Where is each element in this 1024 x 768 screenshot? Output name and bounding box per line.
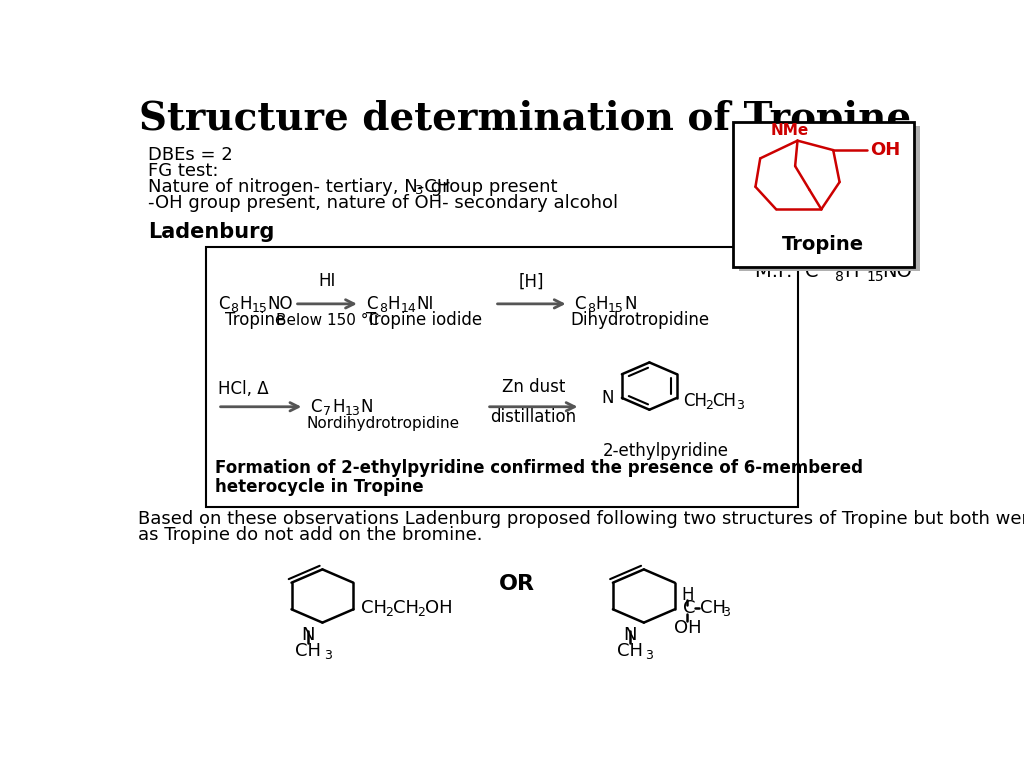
Text: 8: 8 [230,302,239,315]
Text: H: H [332,398,344,415]
Text: CH: CH [393,599,419,617]
Text: as Tropine do not add on the bromine.: as Tropine do not add on the bromine. [137,526,482,544]
Text: FG test:: FG test: [147,162,218,180]
Text: 15: 15 [866,270,884,283]
Text: Tropine iodide: Tropine iodide [367,312,482,329]
Text: 2: 2 [417,607,425,619]
Text: C: C [683,599,695,617]
Text: H: H [387,295,400,313]
Text: HCl, Δ: HCl, Δ [218,380,268,398]
Text: NO: NO [267,295,293,313]
Text: Zn dust: Zn dust [502,379,565,396]
Text: 2-ethylpyridine: 2-ethylpyridine [602,442,728,460]
Text: H: H [595,295,608,313]
Text: Tropine: Tropine [225,312,285,329]
Text: group present: group present [425,178,557,197]
Text: 8: 8 [587,302,595,315]
Text: M.F.  C: M.F. C [755,263,818,281]
Text: N: N [624,295,637,313]
Text: CH: CH [683,392,708,410]
Text: 3: 3 [324,649,332,662]
Text: distillation: distillation [490,409,577,426]
Text: C: C [574,295,586,313]
Text: OR: OR [499,574,535,594]
Text: Tropine: Tropine [782,235,864,253]
Text: NI: NI [416,295,433,313]
Text: NO: NO [882,263,911,281]
Text: Nature of nitrogen- tertiary, N-CH: Nature of nitrogen- tertiary, N-CH [147,178,451,197]
Text: OH: OH [425,599,453,617]
Text: N: N [360,398,373,415]
Text: OH: OH [870,141,901,159]
Text: CH: CH [361,599,387,617]
Text: HI: HI [318,273,336,290]
Text: C: C [218,295,229,313]
Text: 8: 8 [836,270,844,283]
Text: CH: CH [713,392,736,410]
Text: 3: 3 [735,399,743,412]
Text: 3: 3 [645,649,653,662]
Text: Below 150 °C: Below 150 °C [275,313,379,328]
Bar [739,127,920,271]
Text: N: N [301,626,315,644]
Text: 3: 3 [722,607,730,619]
Text: 13: 13 [345,405,360,418]
Text: heterocycle in Tropine: heterocycle in Tropine [215,478,424,495]
Text: Dihydrotropidine: Dihydrotropidine [570,312,710,329]
Text: C: C [367,295,378,313]
Text: DBEs = 2: DBEs = 2 [147,147,232,164]
Text: Structure determination of Tropine: Structure determination of Tropine [138,100,911,137]
Text: N: N [601,389,613,407]
Text: CH: CH [616,642,642,660]
Text: CH: CH [295,642,322,660]
Text: 3: 3 [415,184,423,197]
Text: Formation of 2-ethylpyridine confirmed the presence of 6-membered: Formation of 2-ethylpyridine confirmed t… [215,458,863,477]
Text: Ladenburg: Ladenburg [147,222,274,242]
Text: H: H [845,263,859,281]
Text: N: N [623,626,636,644]
Text: C: C [310,398,322,415]
Bar [206,247,798,508]
Text: Nordihydrotropidine: Nordihydrotropidine [306,415,460,431]
Text: [H]: [H] [518,273,544,290]
Text: 15: 15 [252,302,267,315]
Text: -OH group present, nature of OH- secondary alcohol: -OH group present, nature of OH- seconda… [147,194,617,212]
Text: H: H [240,295,252,313]
Text: OH: OH [674,619,701,637]
Bar [733,122,913,266]
Text: 2: 2 [706,399,714,412]
Text: CH: CH [700,599,726,617]
Text: 14: 14 [400,302,416,315]
Text: H: H [681,585,693,604]
Text: 2: 2 [385,607,393,619]
Text: Based on these observations Ladenburg proposed following two structures of Tropi: Based on these observations Ladenburg pr… [137,510,1024,528]
Text: 15: 15 [608,302,624,315]
Text: NMe: NMe [770,123,809,137]
Text: 7: 7 [324,405,331,418]
Text: 8: 8 [379,302,387,315]
